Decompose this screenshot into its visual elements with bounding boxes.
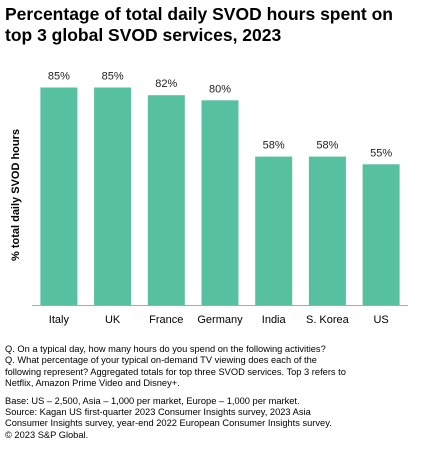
source-line: Base: US – 2,500, Asia – 1,000 per marke… [5,395,300,406]
category-label: US [373,314,388,326]
bar-us [362,164,400,305]
data-label: 85% [48,71,70,83]
bar-france [147,95,185,305]
category-label: France [149,314,183,326]
data-label: 58% [263,140,285,152]
footnotes: Q. On a typical day, how many hours do y… [5,344,425,441]
value-labels-group: 85% 85% 82% 80% 58% 58% 55% [48,71,392,160]
data-label: 58% [316,140,338,152]
footnote-line: Q. On a typical day, how many hours do y… [5,344,326,354]
data-label: 82% [155,78,177,90]
footnote-line: following represent? Aggregated totals f… [5,366,346,377]
source-line: © 2023 S&P Global. [5,429,89,440]
category-label: India [262,314,287,326]
footnote-line: Q. What percentage of your typical on-de… [5,355,317,366]
data-label: 85% [102,71,124,83]
bar-italy [40,87,78,305]
category-label: S. Korea [306,314,350,326]
bar-india [255,156,293,305]
category-labels-group: Italy UK France Germany India S. Korea US [49,314,389,326]
category-label: Italy [49,314,70,326]
bar-chart: 85% 85% 82% 80% 58% 58% 55% Italy UK France Germa… [10,71,408,326]
source-line: Consumer Insights survey, year-end 2022 … [5,418,332,429]
category-label: Germany [197,314,243,326]
y-axis-label: % total daily SVOD hours [10,129,22,261]
bars-group [40,87,400,305]
bar-germany [201,100,239,305]
bar-s-korea [308,156,346,305]
bar-uk [94,87,132,305]
source-line: Source: Kagan US first-quarter 2023 Cons… [5,407,311,418]
category-label: UK [105,314,121,326]
chart-title-line: top 3 global SVOD services, 2023 [5,25,282,45]
footnote-line: Netflix, Amazon Prime Video and Disney+. [5,378,180,389]
chart-title: Percentage of total daily SVOD hours spe… [5,4,420,46]
data-label: 55% [370,147,392,159]
chart-title-line: Percentage of total daily SVOD hours spe… [5,4,393,24]
data-label: 80% [209,83,231,95]
